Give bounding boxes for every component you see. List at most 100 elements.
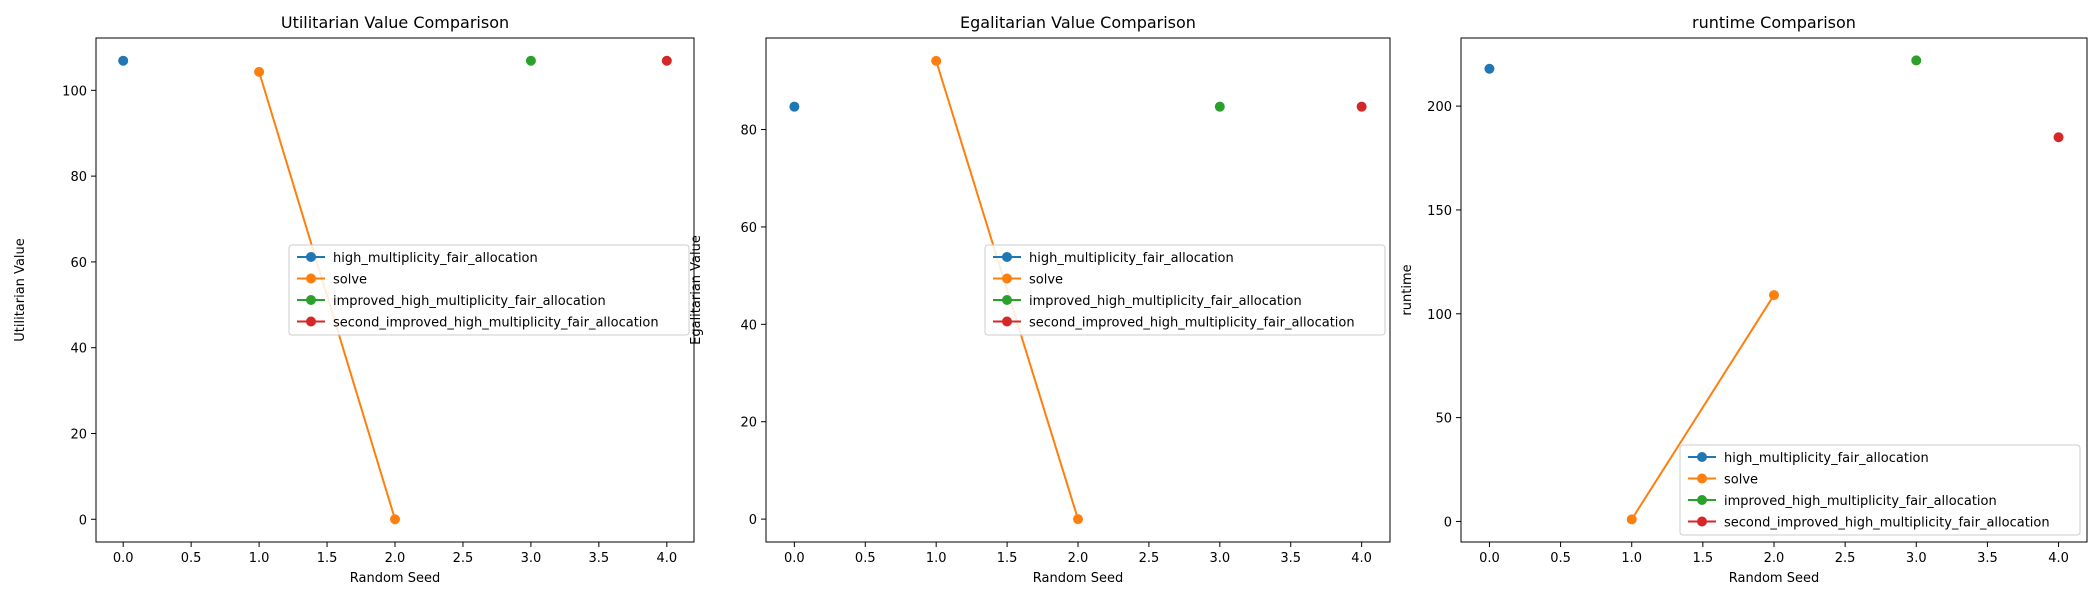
data-point xyxy=(661,55,672,66)
data-point xyxy=(1073,514,1083,525)
y-tick-label: 20 xyxy=(740,416,757,431)
x-tick-label: 2.0 xyxy=(1068,551,1089,566)
x-tick-label: 0.5 xyxy=(1550,551,1571,566)
x-tick-label: 4.0 xyxy=(656,551,677,566)
x-axis-label: Random Seed xyxy=(1729,571,1819,586)
x-tick-label: 3.5 xyxy=(1280,551,1301,566)
series-1 xyxy=(1484,63,1495,74)
legend-marker xyxy=(1002,252,1012,262)
x-axis-label: Random Seed xyxy=(350,571,440,586)
chart-1: Utilitarian Value Comparison 0.0 0.5 1.0 1.5… xyxy=(13,13,695,586)
x-tick-label: 1.5 xyxy=(317,551,338,566)
legend-marker xyxy=(1002,316,1012,327)
x-tick-label: 2.5 xyxy=(1139,551,1160,566)
data-point xyxy=(118,55,129,66)
data-point xyxy=(1214,101,1225,112)
x-axis-label: Random Seed xyxy=(1033,571,1123,586)
y-tick-label: 0 xyxy=(79,513,87,528)
y-tick-label: 100 xyxy=(62,84,87,99)
y-tick-label: 0 xyxy=(749,513,757,528)
x-tick-label: 4.0 xyxy=(2048,551,2069,566)
y-tick-label: 60 xyxy=(740,221,757,236)
legend-label: high_multiplicity_fair_allocation xyxy=(1724,451,1929,466)
legend-marker xyxy=(1697,452,1707,462)
data-point xyxy=(789,101,800,112)
y-tick-label: 80 xyxy=(740,124,757,139)
legend-label: second_improved_high_multiplicity_fair_a… xyxy=(1724,516,2050,531)
series-line xyxy=(1630,294,1775,520)
legend-marker xyxy=(306,252,316,262)
x-tick-label: 4.0 xyxy=(1351,551,1372,566)
x-tick-label: 0.5 xyxy=(855,551,876,566)
data-point xyxy=(2053,132,2064,143)
legend-marker xyxy=(1002,295,1012,305)
legend-label: improved_high_multiplicity_fair_allocati… xyxy=(1029,294,1302,309)
x-tick-label: 2.0 xyxy=(385,551,406,566)
series-4 xyxy=(1356,101,1367,112)
legend-label: second_improved_high_multiplicity_fair_a… xyxy=(333,316,659,331)
chart-3: runtime Comparison 0.0 0.5 1.0 1.5 2.0 2.5 3.0 3… xyxy=(1400,13,2088,586)
chart-title: runtime Comparison xyxy=(1692,13,1856,32)
data-point xyxy=(1769,290,1779,301)
x-tick-label: 3.5 xyxy=(589,551,610,566)
x-tick-label: 3.0 xyxy=(1906,551,1927,566)
y-tick-label: 60 xyxy=(70,256,87,271)
legend-marker xyxy=(306,316,316,327)
legend-marker xyxy=(1697,516,1707,527)
x-tick-label: 1.0 xyxy=(249,551,270,566)
legend-label: solve xyxy=(333,273,367,288)
x-tick-label: 0.5 xyxy=(181,551,202,566)
y-tick-label: 50 xyxy=(1435,412,1452,427)
y-tick-label: 200 xyxy=(1427,100,1452,115)
x-tick-label: 3.5 xyxy=(1977,551,1998,566)
x-tick-label: 1.0 xyxy=(1621,551,1642,566)
x-tick-label: 1.5 xyxy=(997,551,1018,566)
data-point xyxy=(254,66,265,77)
legend-box xyxy=(984,244,1386,336)
chart-title: Egalitarian Value Comparison xyxy=(960,13,1196,32)
x-tick-label: 3.0 xyxy=(521,551,542,566)
data-point xyxy=(525,55,536,66)
x-tick-label: 1.5 xyxy=(1693,551,1714,566)
x-tick-label: 3.0 xyxy=(1209,551,1230,566)
y-tick-label: 150 xyxy=(1427,204,1452,219)
series-4 xyxy=(661,55,672,66)
y-tick-label: 100 xyxy=(1427,308,1452,323)
series-3 xyxy=(525,55,536,66)
y-tick-label: 80 xyxy=(70,170,87,185)
series-1 xyxy=(118,55,129,66)
y-tick-label: 40 xyxy=(70,342,87,357)
legend-label: high_multiplicity_fair_allocation xyxy=(1029,251,1234,266)
legend-marker xyxy=(1697,495,1707,505)
legend-marker xyxy=(306,295,316,305)
y-axis-label: Utilitarian Value xyxy=(13,238,28,342)
x-tick-label: 1.0 xyxy=(926,551,947,566)
series-3 xyxy=(1911,55,1922,66)
y-tick-label: 20 xyxy=(70,427,87,442)
data-point xyxy=(1356,101,1367,112)
y-tick-label: 0 xyxy=(1444,515,1452,530)
x-tick-label: 2.5 xyxy=(453,551,474,566)
x-tick-label: 0.0 xyxy=(784,551,805,566)
x-tick-label: 0.0 xyxy=(1479,551,1500,566)
series-4 xyxy=(2053,132,2064,143)
data-point xyxy=(1484,63,1495,74)
legend-label: second_improved_high_multiplicity_fair_a… xyxy=(1029,316,1355,331)
y-tick-label: 40 xyxy=(740,318,757,333)
plot-frame xyxy=(765,37,1391,543)
legend-box xyxy=(1679,444,2081,536)
legend-label: high_multiplicity_fair_allocation xyxy=(333,251,538,266)
legend-marker xyxy=(1697,473,1707,484)
x-tick-label: 2.5 xyxy=(1835,551,1856,566)
y-axis-label: Egalitarian Value xyxy=(689,235,704,345)
legend-marker xyxy=(1002,273,1012,284)
data-point xyxy=(390,514,400,525)
legend-label: improved_high_multiplicity_fair_allocati… xyxy=(333,294,606,309)
chart-2: Egalitarian Value Comparison 0.0 0.5 1.0 1.5… xyxy=(689,13,1391,586)
data-point xyxy=(931,55,942,66)
legend-label: solve xyxy=(1724,473,1758,488)
series-2 xyxy=(1626,290,1779,525)
